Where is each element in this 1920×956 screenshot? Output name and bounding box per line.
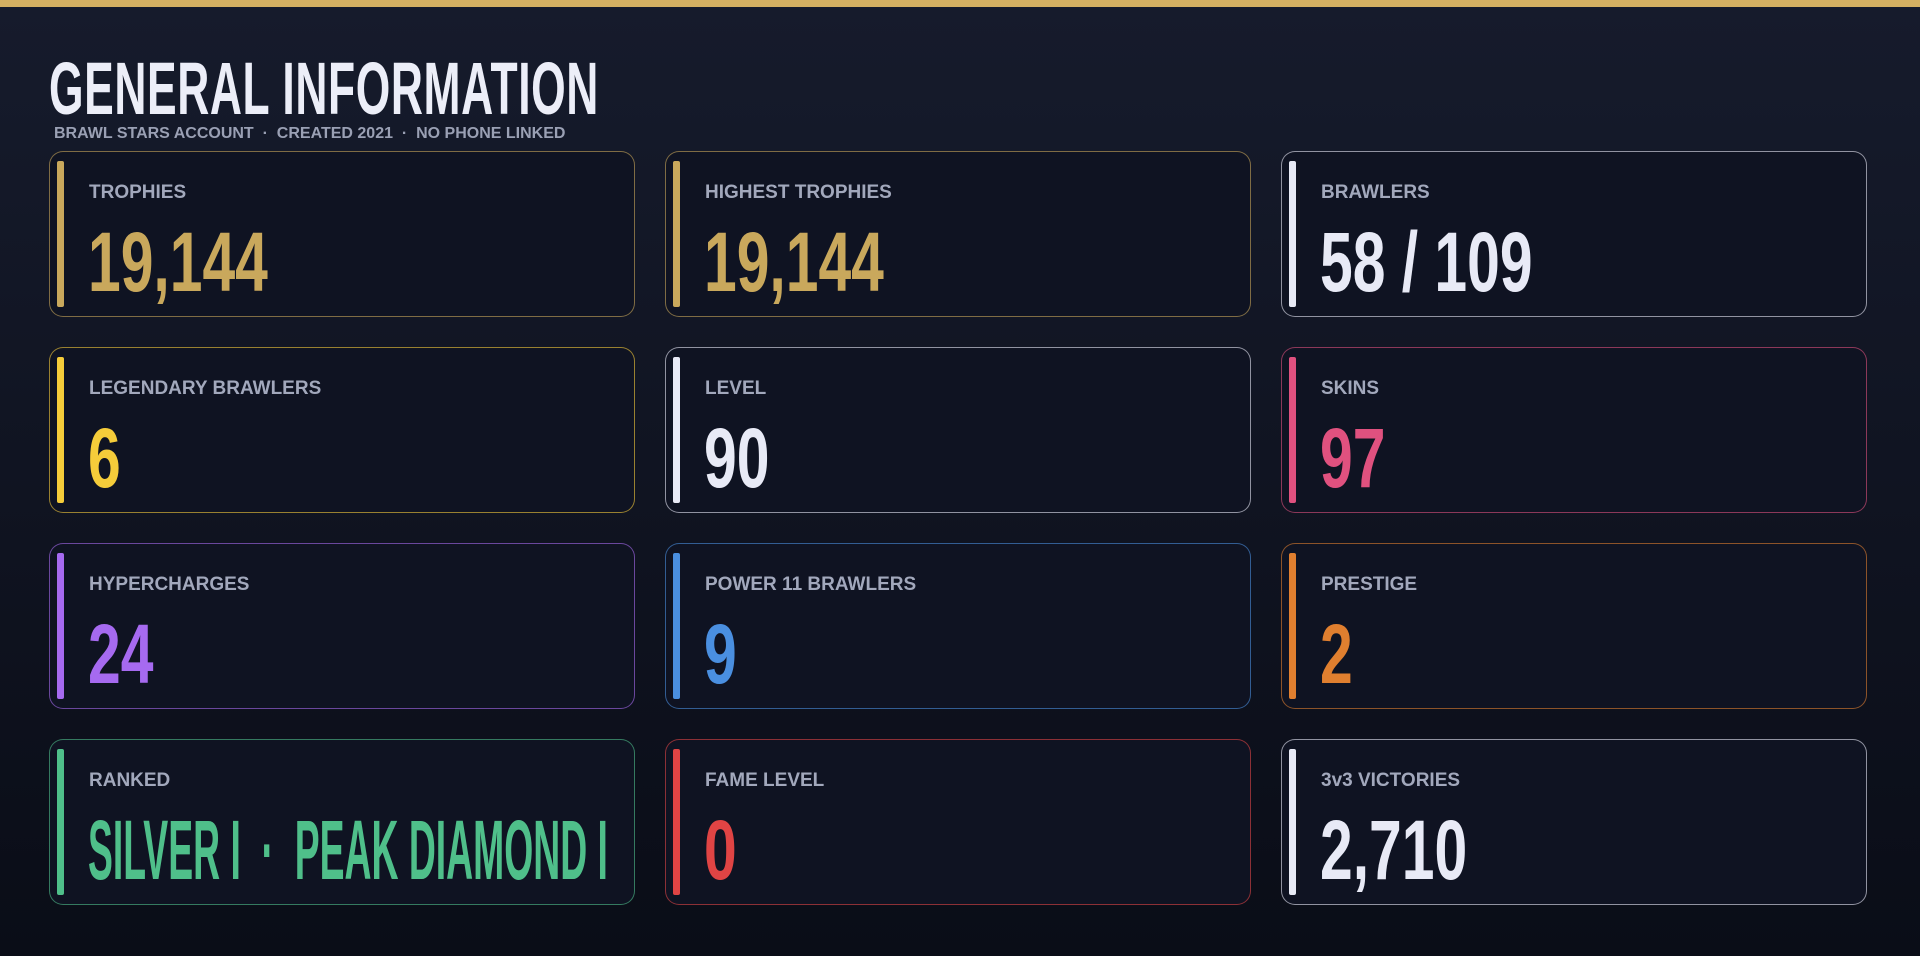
card-label: RANKED bbox=[89, 770, 171, 791]
card-accent bbox=[57, 357, 64, 503]
card-label: HYPERCHARGES bbox=[89, 574, 250, 595]
card-value: 24 bbox=[88, 607, 154, 701]
page-subtitle: BRAWL STARS ACCOUNT · CREATED 2021 · NO … bbox=[54, 125, 566, 142]
card-value: 9 bbox=[704, 607, 737, 701]
card-accent bbox=[1289, 553, 1296, 699]
stat-card: POWER 11 BRAWLERS 9 bbox=[665, 543, 1251, 709]
card-value: 90 bbox=[704, 411, 770, 505]
card-label: TROPHIES bbox=[89, 182, 187, 203]
card-accent bbox=[57, 553, 64, 699]
card-label: LEVEL bbox=[705, 378, 767, 399]
card-accent bbox=[673, 161, 680, 307]
card-accent bbox=[1289, 161, 1296, 307]
card-label: SKINS bbox=[1321, 378, 1380, 399]
stat-card: SKINS 97 bbox=[1281, 347, 1867, 513]
stat-card: TROPHIES 19,144 bbox=[49, 151, 635, 317]
card-label: BRAWLERS bbox=[1321, 182, 1430, 203]
card-value: 6 bbox=[88, 411, 121, 505]
card-accent bbox=[1289, 357, 1296, 503]
card-accent bbox=[57, 161, 64, 307]
stat-card: LEGENDARY BRAWLERS 6 bbox=[49, 347, 635, 513]
card-label: FAME LEVEL bbox=[705, 770, 825, 791]
stat-card: FAME LEVEL 0 bbox=[665, 739, 1251, 905]
stat-card: RANKED SILVER I · PEAK DIAMOND I bbox=[49, 739, 635, 905]
card-label: PRESTIGE bbox=[1321, 574, 1418, 595]
card-value: SILVER I · PEAK DIAMOND I bbox=[88, 803, 608, 897]
stat-card: HIGHEST TROPHIES 19,144 bbox=[665, 151, 1251, 317]
card-accent bbox=[57, 749, 64, 895]
stat-card: LEVEL 90 bbox=[665, 347, 1251, 513]
card-label: LEGENDARY BRAWLERS bbox=[89, 378, 322, 399]
card-accent bbox=[673, 749, 680, 895]
card-label: POWER 11 BRAWLERS bbox=[705, 574, 917, 595]
stat-card: 3v3 VICTORIES 2,710 bbox=[1281, 739, 1867, 905]
card-label: HIGHEST TROPHIES bbox=[705, 182, 892, 203]
stat-card: PRESTIGE 2 bbox=[1281, 543, 1867, 709]
page-title: GENERAL INFORMATION bbox=[49, 47, 599, 130]
stat-card: HYPERCHARGES 24 bbox=[49, 543, 635, 709]
card-value: 2,710 bbox=[1320, 803, 1468, 897]
card-label: 3v3 VICTORIES bbox=[1321, 770, 1461, 791]
card-value: 58 / 109 bbox=[1320, 215, 1533, 309]
top-bar bbox=[0, 0, 1920, 7]
card-value: 97 bbox=[1320, 411, 1386, 505]
stat-card: BRAWLERS 58 / 109 bbox=[1281, 151, 1867, 317]
card-accent bbox=[673, 553, 680, 699]
card-accent bbox=[1289, 749, 1296, 895]
card-value: 19,144 bbox=[704, 215, 884, 309]
card-accent bbox=[673, 357, 680, 503]
card-value: 19,144 bbox=[88, 215, 268, 309]
card-value: 0 bbox=[704, 803, 737, 897]
card-value: 2 bbox=[1320, 607, 1353, 701]
